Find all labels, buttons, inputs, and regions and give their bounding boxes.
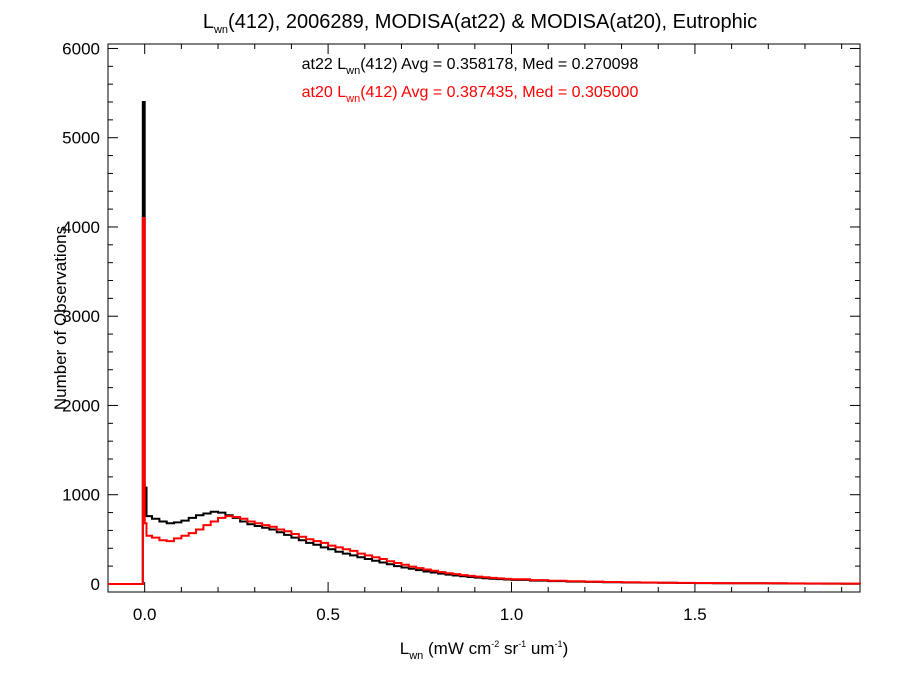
x-axis-label: Lwn (mW cm-2 sr-1 um-1) [400, 639, 568, 662]
stats-annotations: at22 Lwn(412) Avg = 0.358178, Med = 0.27… [302, 56, 639, 105]
x-tick-label: 0.0 [133, 605, 157, 624]
annotation-at20: at20 Lwn(412) Avg = 0.387435, Med = 0.30… [302, 84, 639, 105]
x-axis: 0.0 0.5 1.0 1.5 [107, 44, 843, 624]
x-tick-label: 1.5 [683, 605, 707, 624]
series-at20 [108, 217, 861, 585]
y-tick-label: 0 [91, 575, 100, 594]
y-tick-label: 1000 [62, 486, 100, 505]
plot-frame [107, 43, 861, 593]
y-axis: 0 1000 2000 3000 4000 5000 6000 [62, 39, 860, 594]
x-tick-label: 0.5 [316, 605, 340, 624]
y-tick-label: 6000 [62, 39, 100, 58]
y-axis-label: Number of Observations [51, 226, 70, 410]
y-tick-label: 2000 [62, 396, 100, 415]
annotation-at22: at22 Lwn(412) Avg = 0.358178, Med = 0.27… [302, 56, 639, 77]
x-tick-label: 1.0 [500, 605, 524, 624]
chart-title: Lwn(412), 2006289, MODISA(at22) & MODISA… [203, 11, 757, 36]
y-tick-label: 5000 [62, 129, 100, 148]
histogram-series [108, 101, 861, 585]
y-tick-label: 3000 [62, 307, 100, 326]
y-tick-label: 4000 [62, 218, 100, 237]
